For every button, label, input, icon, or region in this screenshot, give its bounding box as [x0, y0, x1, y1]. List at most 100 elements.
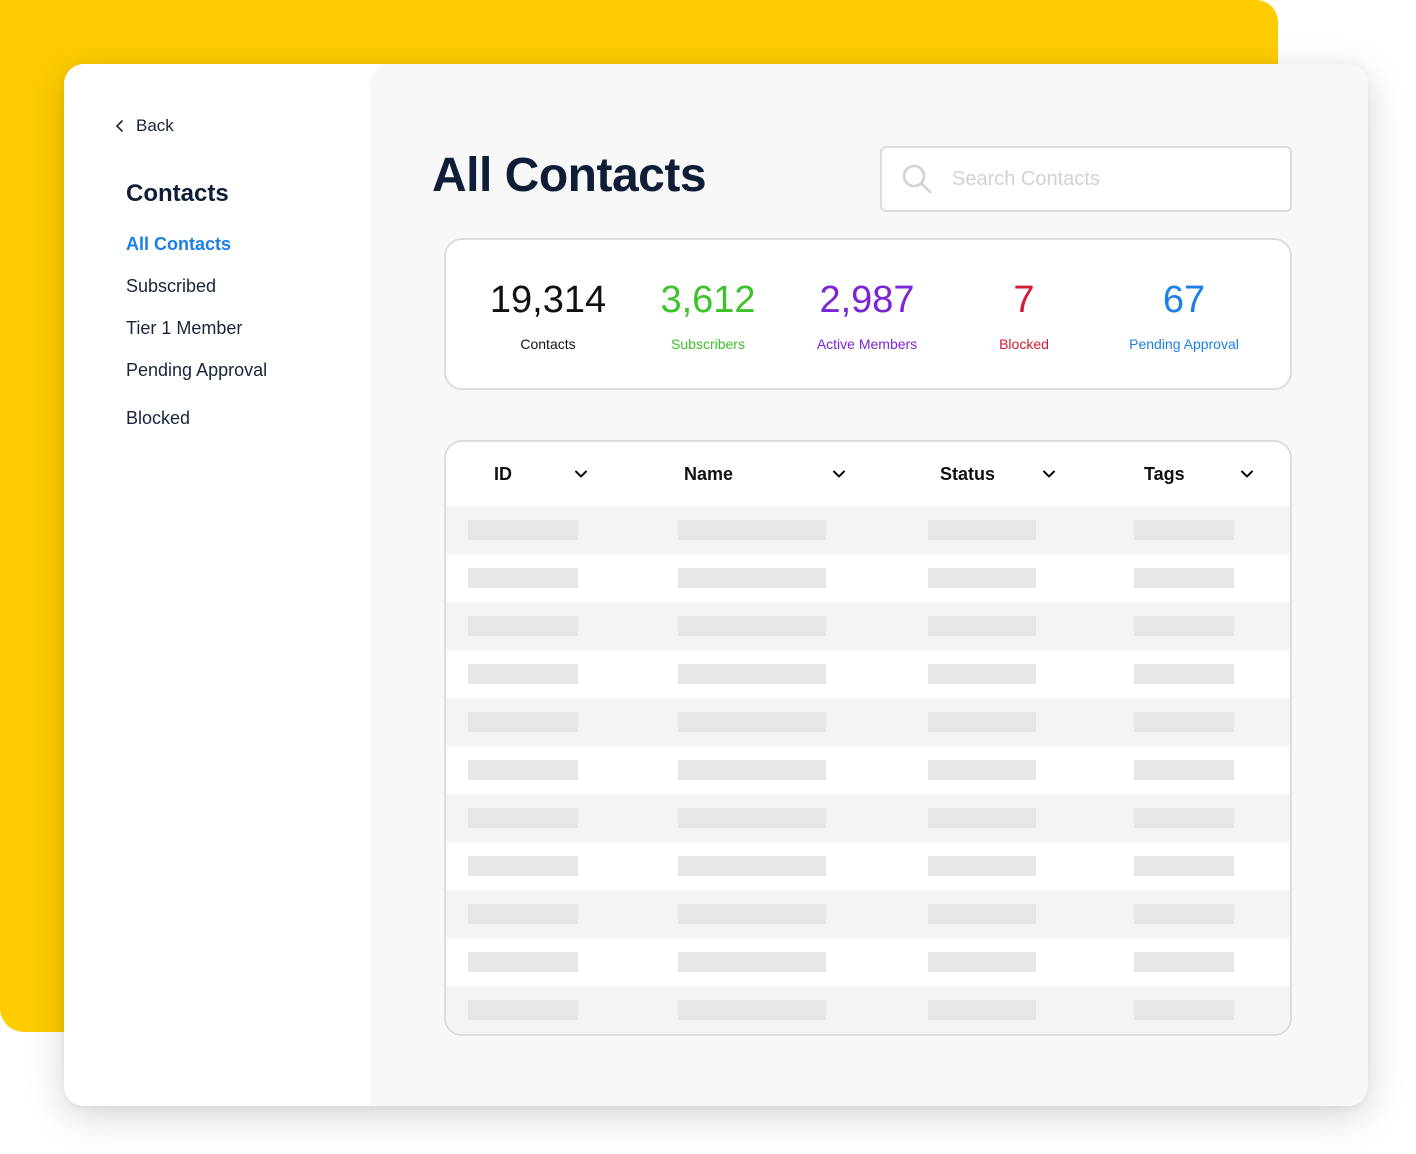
skeleton-cell	[1134, 952, 1234, 972]
table-row[interactable]	[446, 938, 1290, 986]
back-button[interactable]: Back	[114, 116, 174, 136]
stat-label: Active Members	[816, 336, 918, 352]
stat-subscribers: 3,612 Subscribers	[660, 276, 755, 352]
column-header-tags[interactable]: Tags	[1144, 463, 1185, 484]
sidebar-item-tier-1-member[interactable]: Tier 1 Member	[126, 318, 243, 338]
skeleton-cell	[468, 904, 578, 924]
skeleton-cell	[1134, 808, 1234, 828]
sidebar-item-pending-approval[interactable]: Pending Approval	[126, 360, 268, 380]
skeleton-cell	[468, 952, 578, 972]
stat-label: Contacts	[520, 336, 576, 352]
skeleton-cell	[928, 712, 1036, 732]
skeleton-cell	[678, 904, 826, 924]
sidebar-nav: All Contacts Subscribed Tier 1 Member Pe…	[126, 232, 267, 448]
skeleton-cell	[678, 808, 826, 828]
skeleton-cell	[1134, 664, 1234, 684]
skeleton-cell	[678, 520, 826, 540]
skeleton-cell	[468, 664, 578, 684]
chevron-left-icon	[116, 120, 123, 132]
table-row[interactable]	[446, 842, 1290, 890]
skeleton-cell	[678, 616, 826, 636]
skeleton-cell	[678, 952, 826, 972]
chevron-down-icon[interactable]	[832, 469, 846, 479]
skeleton-cell	[1134, 856, 1234, 876]
skeleton-cell	[928, 520, 1036, 540]
main-panel: All Contacts 19,314 Contacts 3,612 Subsc…	[370, 64, 1368, 1106]
skeleton-cell	[1134, 760, 1234, 780]
stat-blocked: 7 Blocked	[999, 276, 1049, 352]
skeleton-cell	[1134, 520, 1234, 540]
skeleton-cell	[678, 568, 826, 588]
skeleton-cell	[928, 904, 1036, 924]
skeleton-cell	[678, 856, 826, 876]
chevron-down-icon[interactable]	[1240, 469, 1254, 479]
skeleton-cell	[678, 712, 826, 732]
skeleton-cell	[1134, 568, 1234, 588]
table-body	[446, 506, 1290, 1034]
skeleton-cell	[1134, 904, 1234, 924]
chevron-down-icon[interactable]	[574, 469, 588, 479]
table-row[interactable]	[446, 650, 1290, 698]
sidebar-item-blocked[interactable]: Blocked	[126, 408, 191, 428]
stat-label: Subscribers	[671, 336, 745, 352]
skeleton-cell	[468, 616, 578, 636]
stat-pending-approval: 67 Pending Approval	[1129, 276, 1239, 352]
stat-value: 3,612	[660, 279, 756, 321]
stat-value: 19,314	[489, 279, 607, 321]
column-header-name[interactable]: Name	[684, 463, 734, 484]
skeleton-cell	[1134, 616, 1234, 636]
column-header-status[interactable]: Status	[940, 463, 996, 484]
table-row[interactable]	[446, 746, 1290, 794]
app-window: Back Contacts All Contacts Subscribed Ti…	[64, 64, 1368, 1106]
skeleton-cell	[468, 760, 578, 780]
skeleton-cell	[678, 1000, 826, 1020]
table-row[interactable]	[446, 506, 1290, 554]
search-icon	[902, 164, 932, 194]
stat-contacts: 19,314 Contacts	[490, 276, 606, 352]
skeleton-cell	[928, 952, 1036, 972]
table-row[interactable]	[446, 554, 1290, 602]
skeleton-cell	[468, 568, 578, 588]
table-row[interactable]	[446, 986, 1290, 1034]
stat-value: 2,987	[819, 279, 915, 321]
skeleton-cell	[678, 760, 826, 780]
stat-value: 7	[1013, 279, 1035, 321]
skeleton-cell	[468, 808, 578, 828]
skeleton-cell	[1134, 1000, 1234, 1020]
table-row[interactable]	[446, 890, 1290, 938]
sidebar: Back Contacts All Contacts Subscribed Ti…	[64, 64, 370, 1106]
sidebar-section-title: Contacts	[126, 180, 229, 207]
skeleton-cell	[928, 856, 1036, 876]
back-label: Back	[136, 116, 174, 135]
skeleton-cell	[928, 568, 1036, 588]
contacts-table: ID Name Status Tags	[444, 440, 1292, 1036]
skeleton-cell	[928, 760, 1036, 780]
column-header-id[interactable]: ID	[494, 463, 512, 484]
table-row[interactable]	[446, 698, 1290, 746]
search-box[interactable]	[880, 146, 1292, 212]
stat-active-members: 2,987 Active Members	[817, 276, 917, 352]
skeleton-cell	[468, 856, 578, 876]
stats-card: 19,314 Contacts 3,612 Subscribers 2,987 …	[444, 238, 1292, 390]
skeleton-cell	[468, 1000, 578, 1020]
table-row[interactable]	[446, 794, 1290, 842]
skeleton-cell	[928, 664, 1036, 684]
sidebar-item-all-contacts[interactable]: All Contacts	[126, 234, 232, 254]
skeleton-cell	[678, 664, 826, 684]
skeleton-cell	[928, 616, 1036, 636]
skeleton-cell	[928, 808, 1036, 828]
chevron-down-icon[interactable]	[1042, 469, 1056, 479]
stat-label: Pending Approval	[1129, 336, 1239, 352]
skeleton-cell	[1134, 712, 1234, 732]
stat-label: Blocked	[999, 336, 1049, 352]
skeleton-cell	[468, 712, 578, 732]
page-title: All Contacts	[432, 149, 707, 202]
sidebar-item-subscribed[interactable]: Subscribed	[126, 276, 217, 296]
stat-value: 67	[1162, 279, 1206, 321]
search-input[interactable]	[950, 166, 1254, 192]
table-row[interactable]	[446, 602, 1290, 650]
skeleton-cell	[468, 520, 578, 540]
skeleton-cell	[928, 1000, 1036, 1020]
table-header: ID Name Status Tags	[446, 442, 1290, 506]
